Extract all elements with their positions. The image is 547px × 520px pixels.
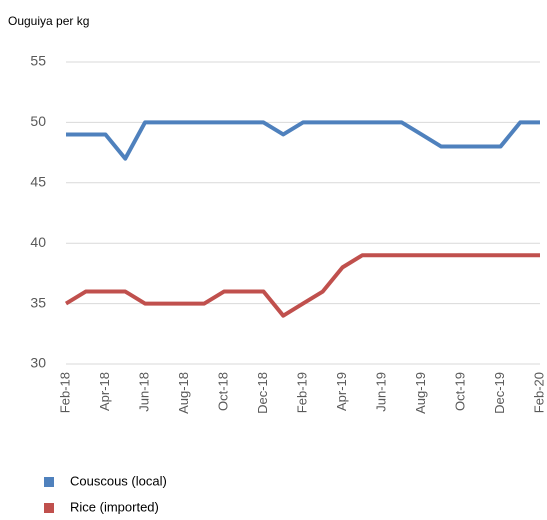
x-tick-label: Dec-19	[492, 372, 507, 414]
x-tick-label: Feb-18	[57, 372, 72, 413]
x-tick-label: Aug-19	[413, 372, 428, 414]
y-tick-label: 30	[30, 355, 46, 371]
y-tick-label: 40	[30, 234, 46, 250]
legend-label: Couscous (local)	[70, 473, 167, 488]
legend-swatch	[44, 477, 54, 487]
x-tick-label: Apr-18	[97, 372, 112, 411]
x-tick-label: Apr-19	[334, 372, 349, 411]
x-tick-label: Dec-18	[255, 372, 270, 414]
x-tick-label: Feb-19	[294, 372, 309, 413]
y-tick-label: 45	[30, 174, 46, 190]
y-tick-label: 55	[30, 53, 46, 69]
y-tick-label: 50	[30, 113, 46, 129]
series-line	[66, 120, 540, 161]
y-axis-label: Ouguiya per kg	[8, 14, 89, 28]
series-line	[64, 253, 540, 318]
y-tick-label: 35	[30, 294, 46, 310]
x-tick-label: Oct-18	[215, 372, 230, 411]
x-tick-label: Jun-18	[136, 372, 151, 412]
x-tick-label: Oct-19	[452, 372, 467, 411]
x-tick-label: Feb-20	[531, 372, 546, 413]
x-tick-label: Jun-19	[373, 372, 388, 412]
x-tick-label: Aug-18	[176, 372, 191, 414]
legend-swatch	[44, 503, 54, 513]
legend-label: Rice (imported)	[70, 499, 159, 514]
